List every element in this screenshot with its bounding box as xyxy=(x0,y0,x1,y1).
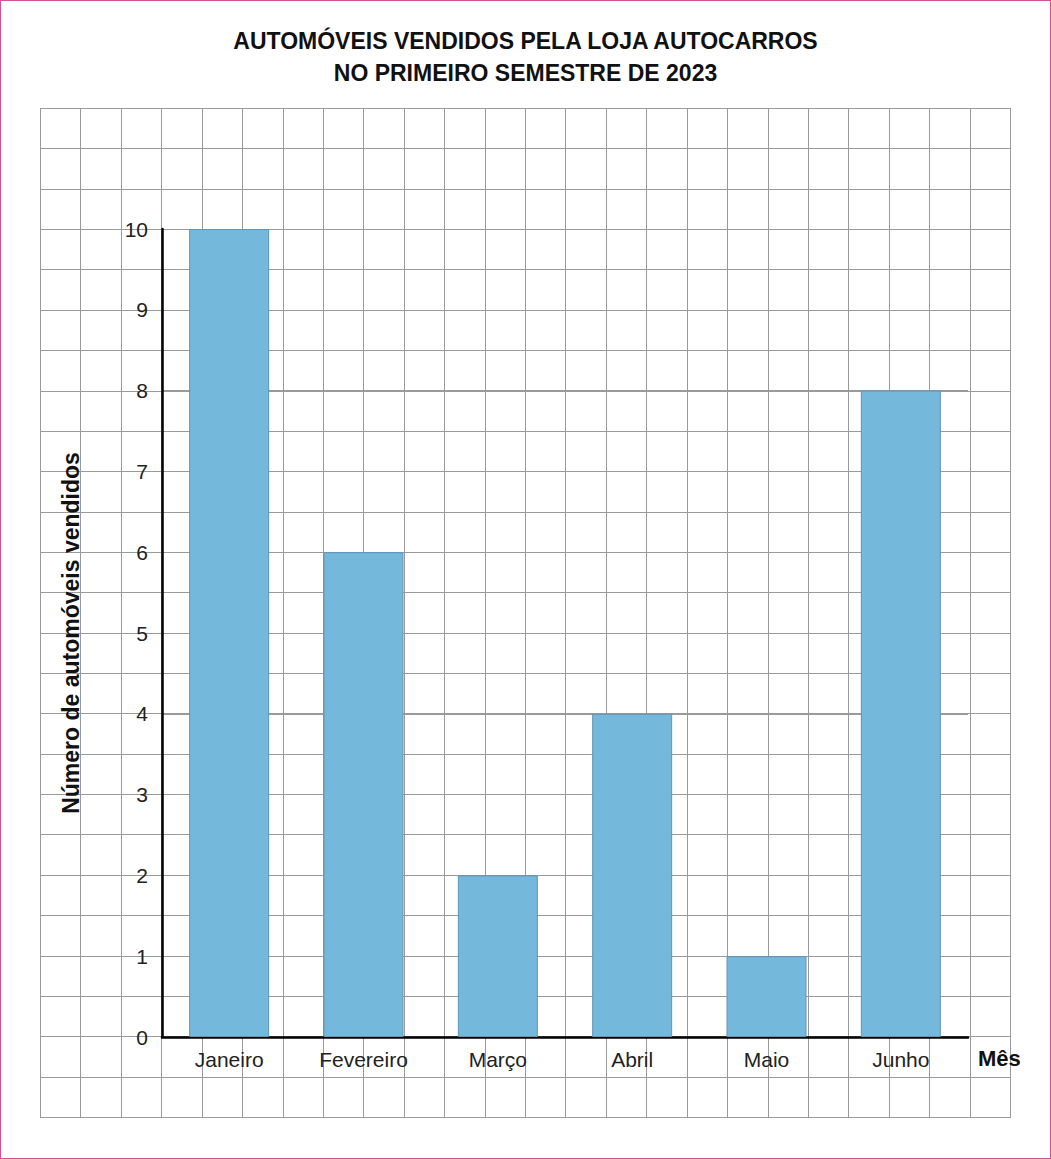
svg-text:Maio: Maio xyxy=(744,1048,790,1071)
svg-text:9: 9 xyxy=(136,298,148,321)
svg-text:Junho: Junho xyxy=(872,1048,929,1071)
svg-text:0: 0 xyxy=(136,1026,148,1049)
svg-text:4: 4 xyxy=(136,702,148,725)
svg-text:10: 10 xyxy=(125,218,148,241)
svg-text:8: 8 xyxy=(136,379,148,402)
svg-text:Número de automóveis vendidos: Número de automóveis vendidos xyxy=(58,452,84,814)
svg-text:Abril: Abril xyxy=(611,1048,653,1071)
svg-text:7: 7 xyxy=(136,460,148,483)
svg-text:Mês: Mês xyxy=(978,1046,1021,1071)
svg-text:NO PRIMEIRO SEMESTRE DE 2023: NO PRIMEIRO SEMESTRE DE 2023 xyxy=(334,60,717,86)
svg-text:5: 5 xyxy=(136,622,148,645)
svg-text:3: 3 xyxy=(136,783,148,806)
svg-text:6: 6 xyxy=(136,541,148,564)
svg-text:AUTOMÓVEIS VENDIDOS PELA LOJA: AUTOMÓVEIS VENDIDOS PELA LOJA AUTOCARROS xyxy=(233,27,817,54)
svg-text:Fevereiro: Fevereiro xyxy=(319,1048,408,1071)
svg-text:1: 1 xyxy=(136,945,148,968)
svg-text:2: 2 xyxy=(136,864,148,887)
svg-text:Janeiro: Janeiro xyxy=(195,1048,264,1071)
svg-text:Março: Março xyxy=(469,1048,527,1071)
